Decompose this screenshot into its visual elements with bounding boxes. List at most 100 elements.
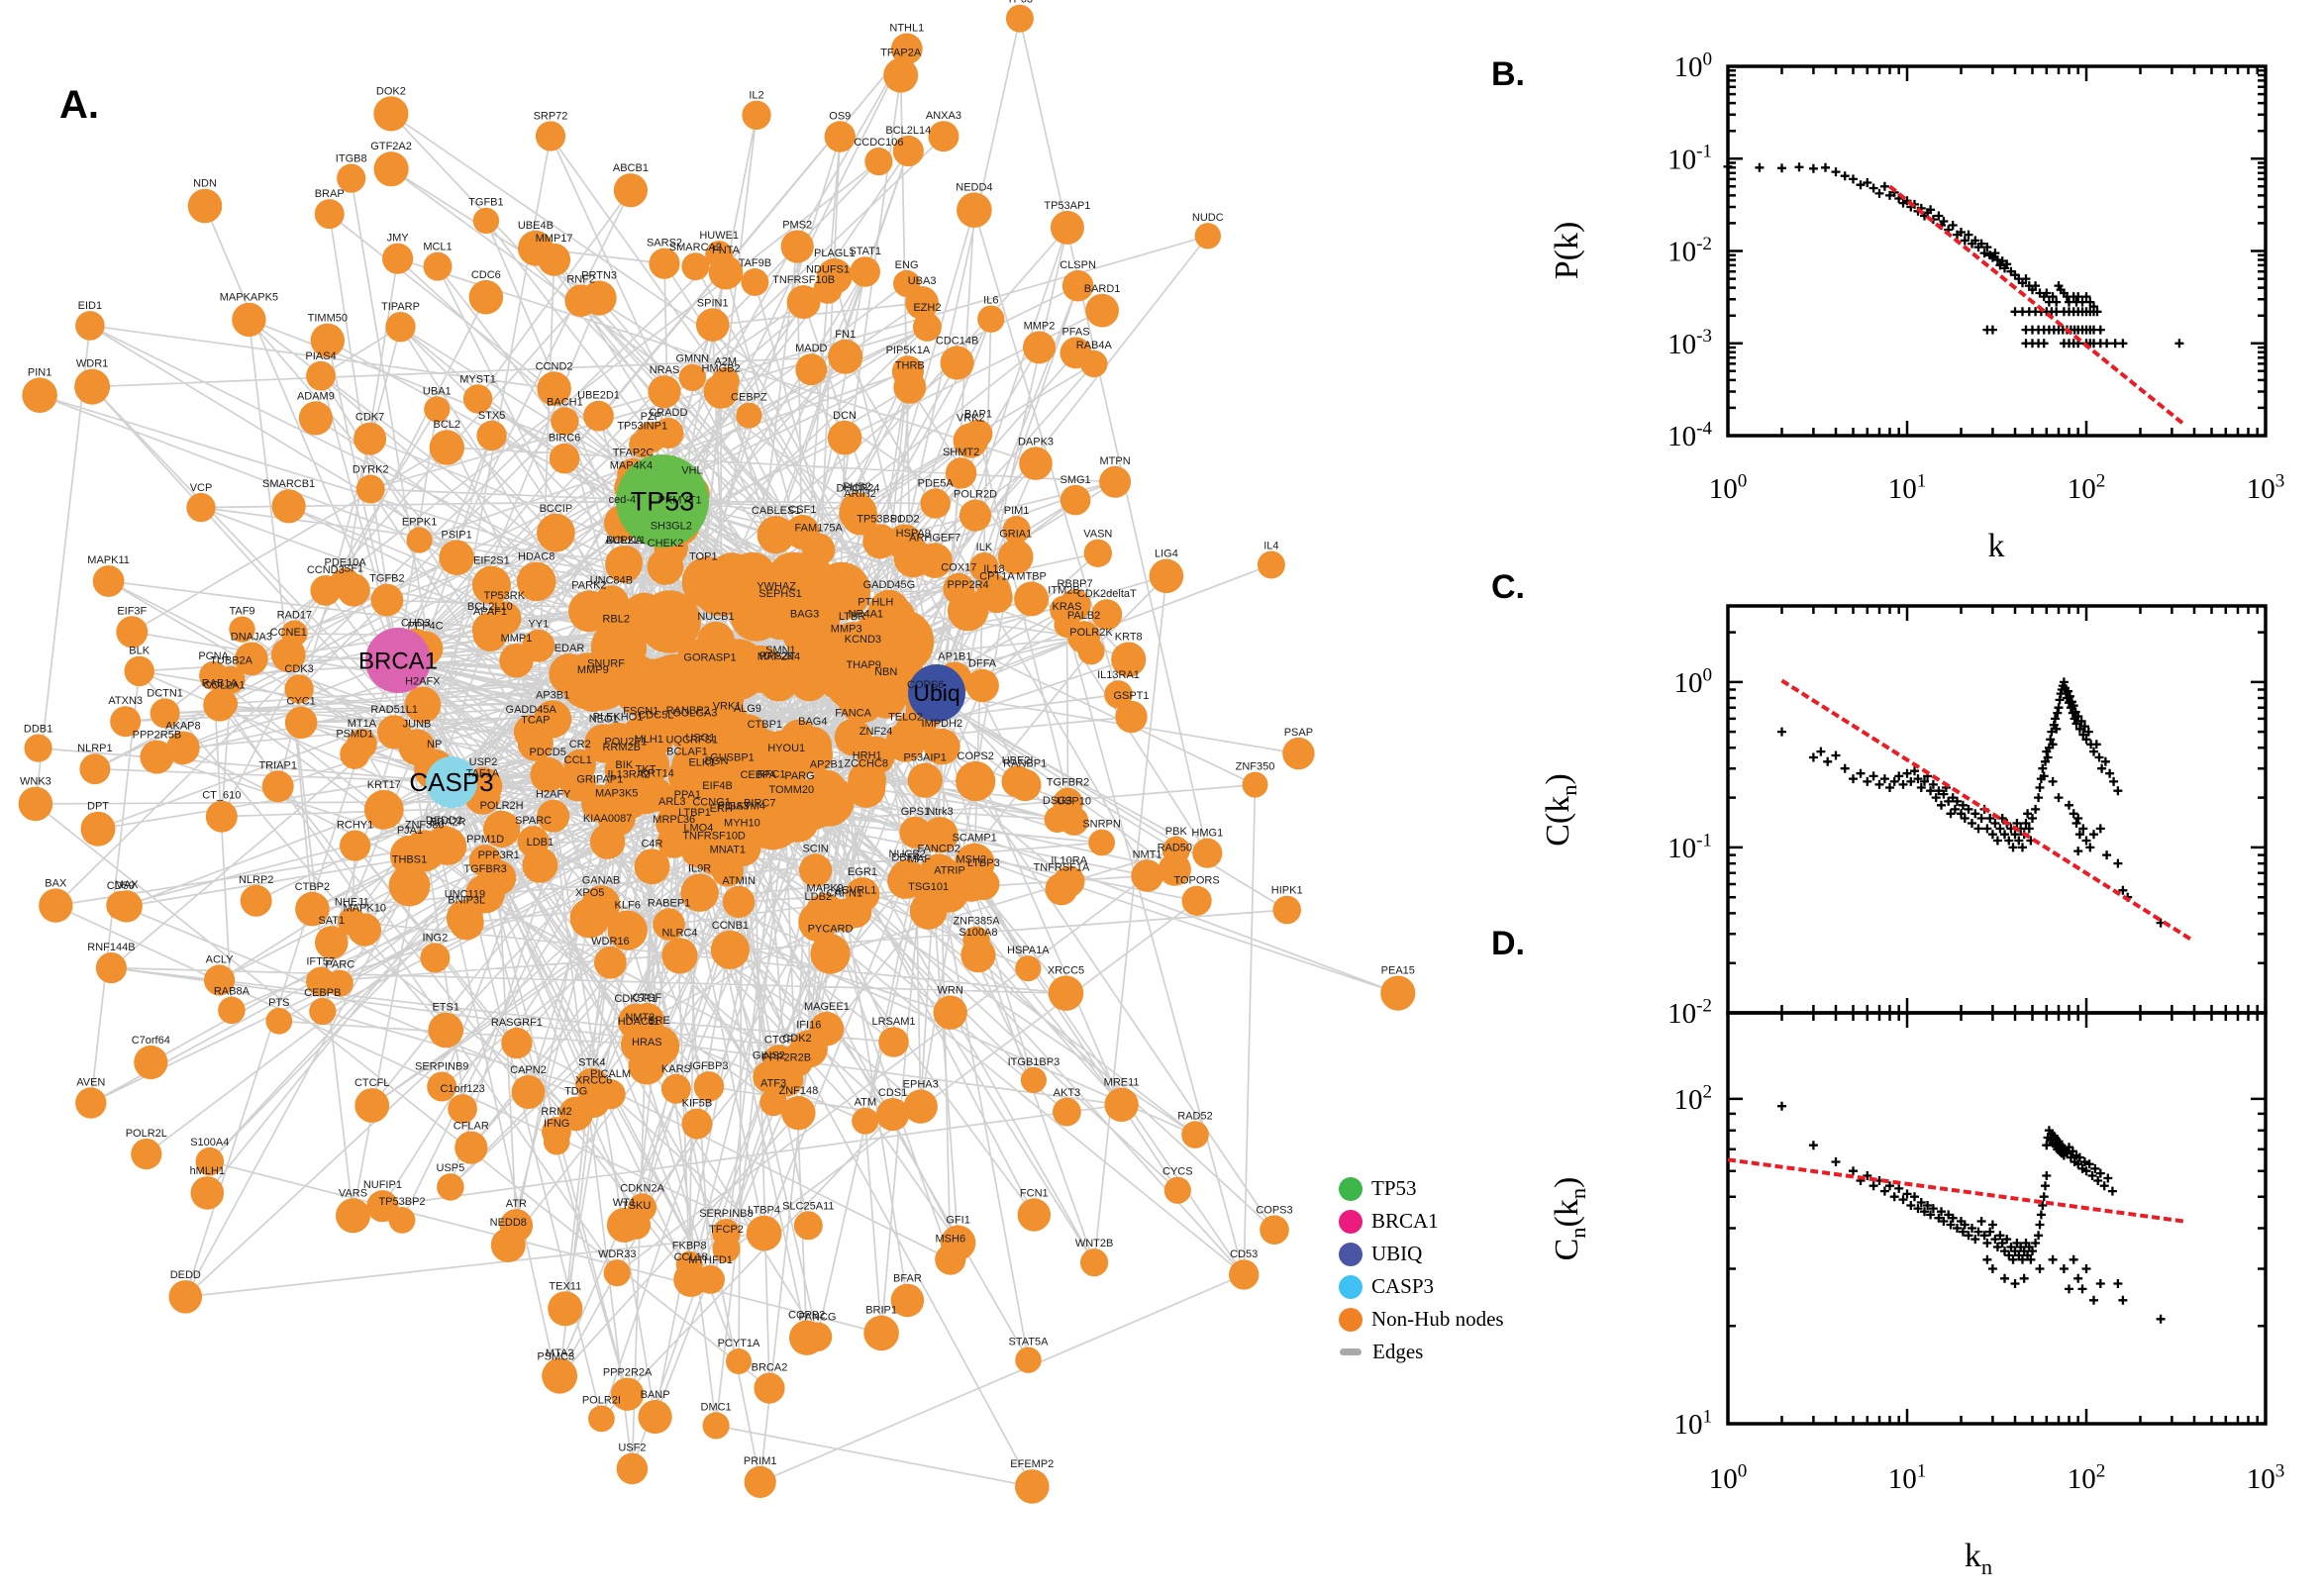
network-node-label: NHEJ1 [335,897,369,909]
non-hub-node [588,1405,615,1433]
network-node-label: ZNF350 [1236,761,1275,773]
network-node-label: FANCA [835,708,871,720]
network-node-label: BIRC6 [549,433,580,445]
network-node-label: DCN [833,410,857,422]
network-node-label: CD59 [107,880,135,892]
network-node-label: BCL2L10 [467,601,513,613]
non-hub-node [373,96,409,132]
network-node-label: HUWE1 [699,230,739,242]
non-hub-node [680,873,719,912]
non-hub-node [1019,447,1053,480]
non-hub-node [1149,558,1184,594]
network-node-label: CAPN1 [827,888,863,900]
node-labels: TP53RK KIAA0087 THAP9 CDC14B MAGEE1 DHCR24 ARL… [20,0,1415,1470]
non-hub-node [832,622,872,661]
non-hub-node [660,1073,691,1104]
non-hub-node [75,311,105,341]
non-hub-node [967,867,1000,901]
network-node-label: MTPN [1100,455,1131,467]
network-node-label: TIPARP [381,301,420,313]
non-hub-node [295,891,330,927]
network-node-label: TGFBR2 [1047,777,1089,789]
ubiq-dot-icon [1339,1242,1363,1266]
network-node-label: ZNF385A [953,916,1000,928]
non-hub-node [240,884,272,917]
network-node-label: EGR1 [848,866,877,878]
non-hub-node [1017,1198,1052,1232]
network-node-label: PSMC3 [537,1350,574,1362]
y-tick-label: 100 [1673,664,1712,699]
tp53-dot-icon [1339,1176,1363,1201]
network-node-label: RAB1A [202,677,239,689]
network-node-label: CCL1 [564,754,592,766]
non-hub-node [953,423,988,458]
network-node-label: TP53AP1 [1044,200,1090,212]
network-node-label: TGFB2 [369,573,404,585]
network-node-label: ITGB8 [336,153,367,165]
non-hub-node [702,1412,730,1440]
y-tick-label: 10-3 [1667,326,1712,360]
non-hub-node [1008,768,1042,802]
network-node-label: SRP72 [534,110,568,122]
network-node-label: NMT1 [1133,848,1162,860]
network-node-label: PJA1 [397,825,423,837]
network-node-label: CDC14B [936,335,978,347]
non-hub-node [74,368,111,405]
non-hub-node [235,642,268,676]
non-hub-node [538,243,571,276]
network-node-label: THAP9 [846,659,880,671]
network-node-label: POLR2K [1069,627,1113,639]
network-node-label: MSH6 [936,1234,966,1246]
network-node-label: ZNF24 [859,726,893,738]
network-node-label: NDUFS1 [806,264,850,276]
non-hub-node [476,420,507,451]
network-node-label: C7orf64 [132,1035,170,1047]
chart-panel-B: 100 10-1 10-2 10-3 10-4 100 101 102 103 P(k) k [1549,49,2284,564]
non-hub-node [551,407,579,436]
network-node-label: S100A4 [190,1137,229,1148]
network-node-label: IGFBP3 [689,1060,728,1072]
network-node-label: ATMIN [722,875,755,887]
network-node-label: HSPA1A [1007,945,1050,956]
network-node-label: WDR33 [598,1248,637,1260]
non-hub-node [298,401,333,436]
x-tick-label: 101 [1888,470,1927,505]
non-hub-node [583,400,614,432]
network-node-label: CCND3 [307,564,345,576]
non-hub-node [885,722,926,762]
network-node-label: VRK1 [713,700,742,712]
y-tick-label: 10-4 [1667,418,1712,452]
network-node-label: BCL2L14 [885,125,931,137]
non-hub-node [784,514,820,549]
chart-panel-D: 102 101 100 101 102 103 Cn(kn) kn [1549,1011,2284,1579]
non-hub-node [1002,516,1031,545]
non-hub-node [537,371,571,406]
non-hub-node [827,420,862,455]
non-hub-node [388,864,431,907]
network-node-label: IFT57 [306,956,335,968]
network-node-label: TAF9 [229,606,254,618]
non-hub-node [940,1225,976,1261]
non-hub-node [757,516,795,554]
network-node-label: GRIPAP1 [576,774,623,786]
non-hub-node [1050,210,1084,245]
network-node-label: SERPINB8 [699,1208,753,1220]
non-hub-node [1380,975,1416,1011]
network-node-label: VCP [190,482,213,494]
network-node-label: RRM2 [541,1106,571,1118]
non-hub-node [468,279,504,315]
network-node-label: DAPK3 [1018,436,1054,448]
non-hub-node [744,1465,776,1498]
network-node-label: BIRC7 [744,797,775,809]
network-node-label: FANCG [799,1311,837,1323]
non-hub-node [638,1399,672,1435]
network-node-label: EDAR [555,643,585,654]
network-node-label: VHL [681,464,702,476]
network-node-label: TAF9B [739,257,771,269]
non-hub-node [306,966,336,996]
non-hub-node [697,621,735,659]
non-hub-node [696,1265,725,1294]
network-node-label: NP [427,739,442,750]
network-node-label: DFFA [968,658,997,670]
network-node-label: TSG101 [908,881,949,893]
